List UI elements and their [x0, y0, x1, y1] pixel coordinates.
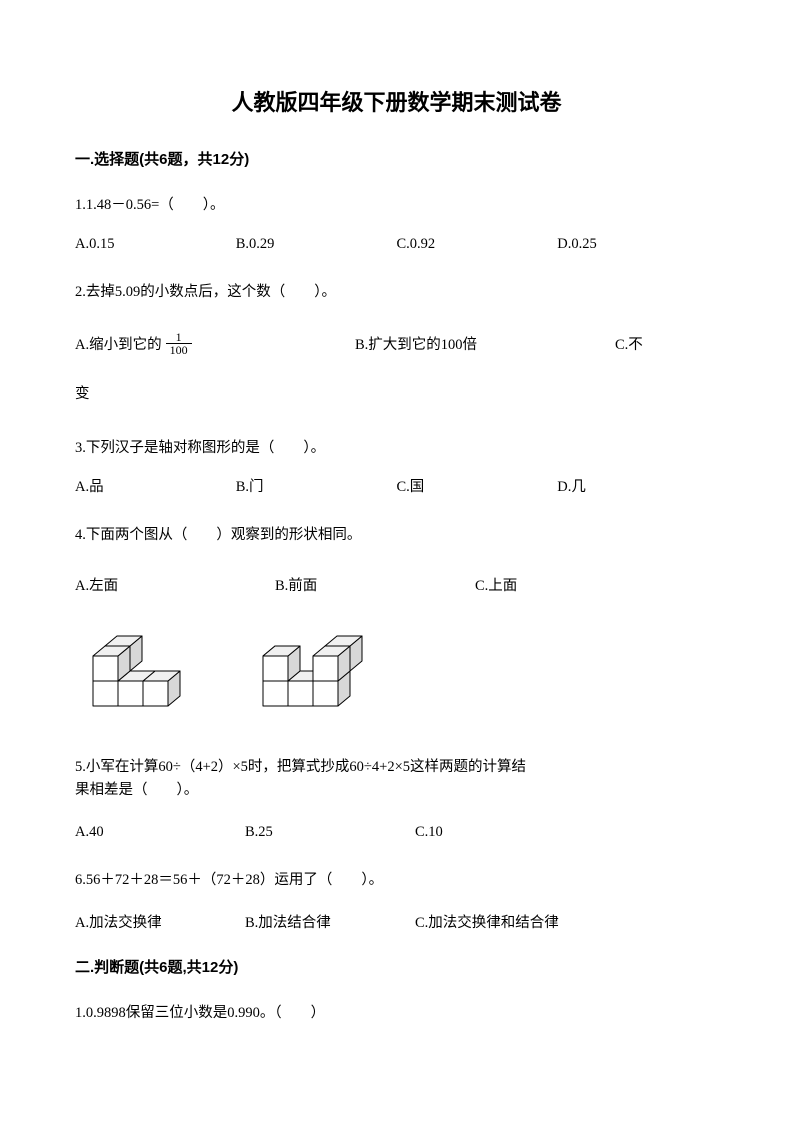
- q3-option-c: C.国: [397, 473, 558, 502]
- q6-option-b: B.加法结合律: [245, 909, 415, 938]
- q5-option-c: C.10: [415, 818, 718, 847]
- q5-option-b: B.25: [245, 818, 415, 847]
- q1-option-d: D.0.25: [557, 230, 718, 259]
- question-1-text: 1.1.48－0.56=（ ）。: [75, 190, 718, 222]
- q2-option-a-prefix: A.缩小到它的: [75, 331, 162, 360]
- q2-option-a: A.缩小到它的 1 100: [75, 331, 355, 360]
- question-6-options: A.加法交换律 B.加法结合律 C.加法交换律和结合律: [75, 909, 718, 938]
- q4-option-c: C.上面: [475, 572, 675, 601]
- question-2: 2.去掉5.09的小数点后，这个数（ ）。 A.缩小到它的 1 100 B.扩大…: [75, 277, 718, 409]
- cube-figure-2-icon: [253, 631, 388, 716]
- q1-option-c: C.0.92: [397, 230, 558, 259]
- section2-q1-text: 1.0.9898保留三位小数是0.990。（ ）: [75, 998, 718, 1030]
- q3-option-d: D.几: [557, 473, 718, 502]
- q4-option-b: B.前面: [275, 572, 475, 601]
- question-2-text: 2.去掉5.09的小数点后，这个数（ ）。: [75, 277, 718, 309]
- question-4-text: 4.下面两个图从（ ）观察到的形状相同。: [75, 520, 718, 552]
- q1-option-a: A.0.15: [75, 230, 236, 259]
- q5-option-a: A.40: [75, 818, 245, 847]
- q5-line2: 果相差是（ ）。: [75, 782, 198, 798]
- question-6: 6.56＋72＋28＝56＋（72＋28）运用了（ ）。 A.加法交换律 B.加…: [75, 865, 718, 938]
- q2-option-c-part1: C.不: [615, 331, 643, 360]
- question-1: 1.1.48－0.56=（ ）。 A.0.15 B.0.29 C.0.92 D.…: [75, 190, 718, 259]
- q3-option-b: B.门: [236, 473, 397, 502]
- section2-question-1: 1.0.9898保留三位小数是0.990。（ ）: [75, 998, 718, 1030]
- q2-option-c-part2: 变: [75, 380, 718, 409]
- cube-figures: [83, 631, 718, 716]
- q6-option-a: A.加法交换律: [75, 909, 245, 938]
- question-5: 5.小军在计算60÷（4+2）×5时，把算式抄成60÷4+2×5这样两题的计算结…: [75, 756, 718, 847]
- q3-option-a: A.品: [75, 473, 236, 502]
- question-4-options: A.左面 B.前面 C.上面: [75, 572, 718, 601]
- fraction-icon: 1 100: [166, 331, 192, 356]
- q5-line1: 5.小军在计算60÷（4+2）×5时，把算式抄成60÷4+2×5这样两题的计算结: [75, 759, 526, 775]
- question-3: 3.下列汉子是轴对称图形的是（ ）。 A.品 B.门 C.国 D.几: [75, 433, 718, 502]
- q4-option-a: A.左面: [75, 572, 275, 601]
- cube-figure-1-icon: [83, 631, 213, 716]
- question-2-options: A.缩小到它的 1 100 B.扩大到它的100倍 C.不: [75, 331, 718, 360]
- question-5-text: 5.小军在计算60÷（4+2）×5时，把算式抄成60÷4+2×5这样两题的计算结…: [75, 756, 718, 802]
- q2-option-b: B.扩大到它的100倍: [355, 331, 615, 360]
- q6-option-c: C.加法交换律和结合律: [415, 909, 718, 938]
- question-4: 4.下面两个图从（ ）观察到的形状相同。 A.左面 B.前面 C.上面: [75, 520, 718, 716]
- question-5-options: A.40 B.25 C.10: [75, 818, 718, 847]
- page-title: 人教版四年级下册数学期末测试卷: [75, 85, 718, 120]
- question-3-text: 3.下列汉子是轴对称图形的是（ ）。: [75, 433, 718, 465]
- section-2-header: 二.判断题(共6题,共12分): [75, 956, 718, 980]
- q1-option-b: B.0.29: [236, 230, 397, 259]
- fraction-denominator: 100: [166, 344, 192, 356]
- section-1-header: 一.选择题(共6题，共12分): [75, 148, 718, 172]
- question-1-options: A.0.15 B.0.29 C.0.92 D.0.25: [75, 230, 718, 259]
- question-6-text: 6.56＋72＋28＝56＋（72＋28）运用了（ ）。: [75, 865, 718, 897]
- question-3-options: A.品 B.门 C.国 D.几: [75, 473, 718, 502]
